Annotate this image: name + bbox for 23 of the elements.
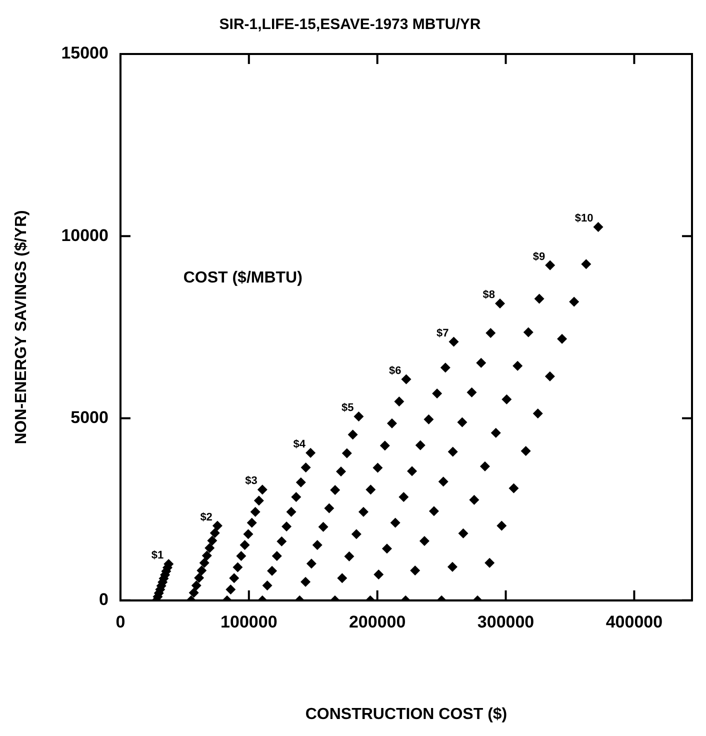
series-label: $2 bbox=[200, 511, 212, 524]
y-tick-label: 0 bbox=[99, 590, 108, 610]
series-label: $3 bbox=[245, 475, 258, 488]
x-tick-label: 0 bbox=[116, 612, 126, 632]
series-label: $5 bbox=[341, 402, 354, 414]
y-axis-title: NON-ENERGY SAVINGS ($/YR) bbox=[13, 210, 30, 444]
x-tick-label: 400000 bbox=[606, 612, 663, 632]
y-tick-label: 10000 bbox=[61, 226, 108, 245]
x-tick-label: 100000 bbox=[220, 612, 278, 632]
y-tick-label: 5000 bbox=[70, 408, 108, 427]
series-label: $4 bbox=[293, 438, 306, 450]
y-tick-label: 15000 bbox=[61, 44, 108, 63]
annotation: COST ($/MBTU) bbox=[183, 269, 302, 286]
series-label: $6 bbox=[388, 364, 402, 377]
x-tick-label: 300000 bbox=[477, 612, 534, 632]
series-label: $9 bbox=[532, 250, 546, 263]
x-axis-title: CONSTRUCTION COST ($) bbox=[305, 706, 508, 723]
x-tick-label: 200000 bbox=[348, 612, 406, 632]
chart-title: SIR-1,LIFE-15,ESAVE-1973 MBTU/YR bbox=[219, 16, 481, 34]
series-label: $7 bbox=[436, 327, 449, 340]
series-label: $1 bbox=[151, 550, 164, 562]
series-label: $8 bbox=[482, 289, 495, 302]
series-label: $10 bbox=[574, 212, 594, 225]
